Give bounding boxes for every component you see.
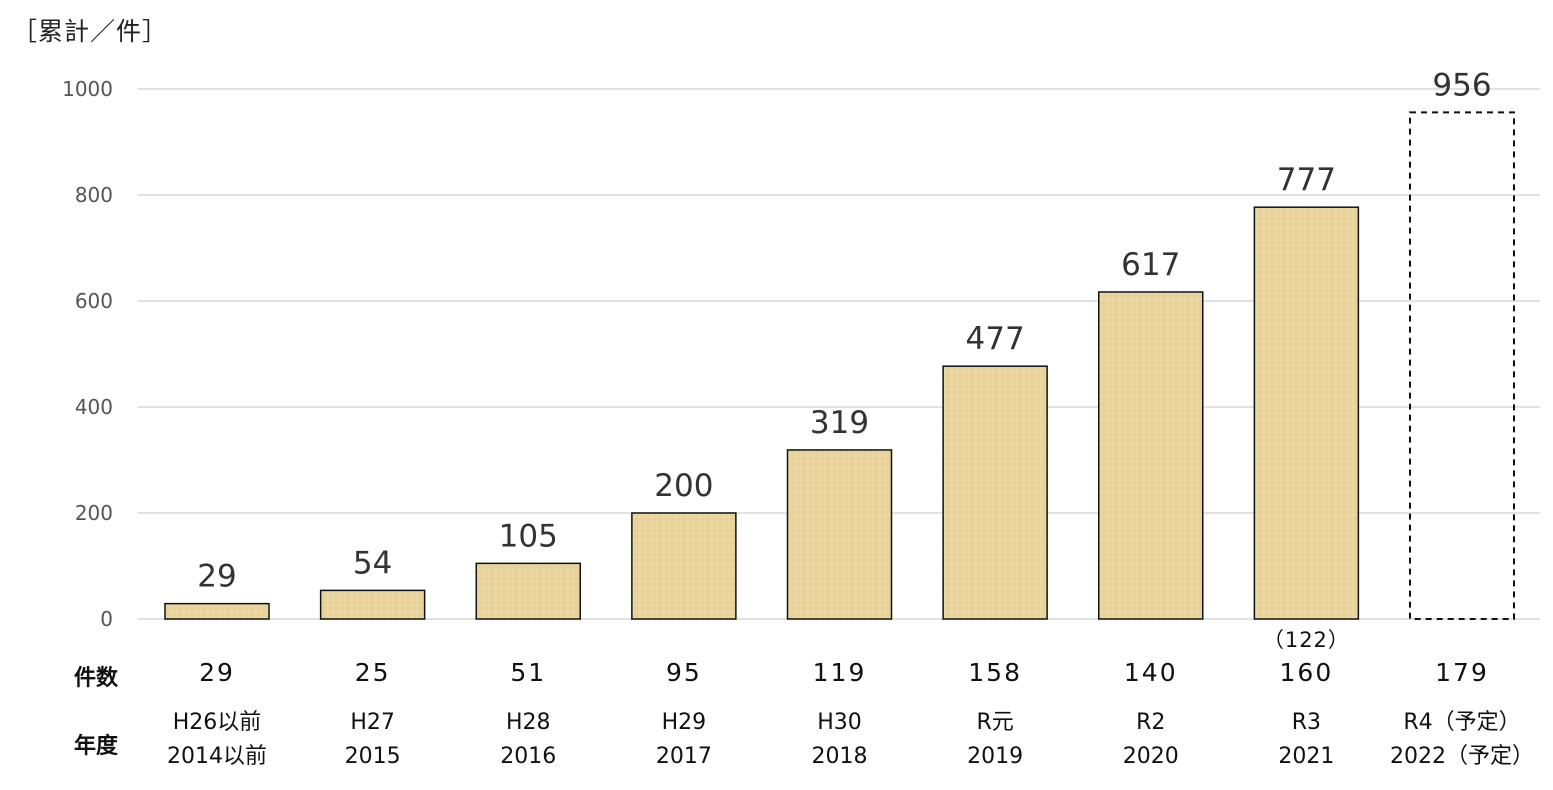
category-year-label: 2019 xyxy=(967,744,1023,769)
data-labels: 29 54 105 200 319 477 617 777 956 xyxy=(197,67,1491,594)
category-year-label: 2016 xyxy=(500,744,556,769)
y-tick-label: 600 xyxy=(75,289,113,313)
x-axis-categories: 29 H26以前 2014以前 25 H27 2015 51 H28 2016 95 H29 2017… xyxy=(167,628,1534,769)
y-axis-ticks: 0 200 400 600 800 1000 xyxy=(62,77,113,631)
annual-count: 179 xyxy=(1435,658,1489,687)
y-tick-label: 400 xyxy=(75,395,113,419)
data-label: 617 xyxy=(1121,247,1180,283)
data-label: 477 xyxy=(966,321,1025,357)
data-label: 777 xyxy=(1277,162,1336,198)
category-era-label: H26以前 xyxy=(173,710,262,735)
y-tick-label: 1000 xyxy=(62,77,113,101)
annual-count: 25 xyxy=(355,658,391,687)
row-label-year: 年度 xyxy=(74,734,119,759)
data-label: 200 xyxy=(654,468,713,504)
bar xyxy=(475,562,581,620)
bar xyxy=(942,365,1048,620)
bar-planned xyxy=(1409,111,1515,620)
data-label: 956 xyxy=(1432,67,1491,103)
category-era-label: R元 xyxy=(976,710,1013,735)
y-tick-label: 200 xyxy=(75,501,113,525)
data-label: 105 xyxy=(499,518,558,554)
data-label: 319 xyxy=(810,405,869,441)
category-year-label: 2015 xyxy=(345,744,401,769)
annual-count: 140 xyxy=(1124,658,1178,687)
y-tick-label: 800 xyxy=(75,183,113,207)
annual-count: 95 xyxy=(666,658,702,687)
annual-count-note: （122） xyxy=(1263,628,1350,652)
category-year-label: 2018 xyxy=(812,744,868,769)
bar xyxy=(319,589,426,620)
category-era-label: R3 xyxy=(1292,710,1321,735)
annual-count: 160 xyxy=(1280,658,1334,687)
category-era-label: H27 xyxy=(350,710,395,735)
bar xyxy=(1098,291,1204,620)
data-label: 29 xyxy=(197,559,236,595)
annual-count: 158 xyxy=(968,658,1022,687)
category-year-label: 2022（予定） xyxy=(1390,744,1534,769)
bar xyxy=(1253,206,1360,620)
annual-count: 29 xyxy=(199,658,235,687)
annual-count: 119 xyxy=(813,658,867,687)
data-label: 54 xyxy=(353,545,392,581)
bar xyxy=(786,449,893,620)
y-tick-label: 0 xyxy=(100,607,113,631)
category-era-label: H30 xyxy=(817,710,862,735)
row-label-count: 件数 xyxy=(74,666,119,691)
category-era-label: H28 xyxy=(506,710,551,735)
category-era-label: R4（予定） xyxy=(1403,710,1520,735)
category-year-label: 2014以前 xyxy=(167,744,267,769)
bar xyxy=(164,602,270,620)
category-year-label: 2017 xyxy=(656,744,712,769)
bars xyxy=(164,111,1515,620)
category-era-label: H29 xyxy=(662,710,707,735)
bar xyxy=(631,512,737,620)
category-year-label: 2020 xyxy=(1123,744,1179,769)
category-era-label: R2 xyxy=(1136,710,1165,735)
unit-label: ［累計／件］ xyxy=(12,17,169,46)
category-year-label: 2021 xyxy=(1278,744,1334,769)
annual-count: 51 xyxy=(510,658,546,687)
